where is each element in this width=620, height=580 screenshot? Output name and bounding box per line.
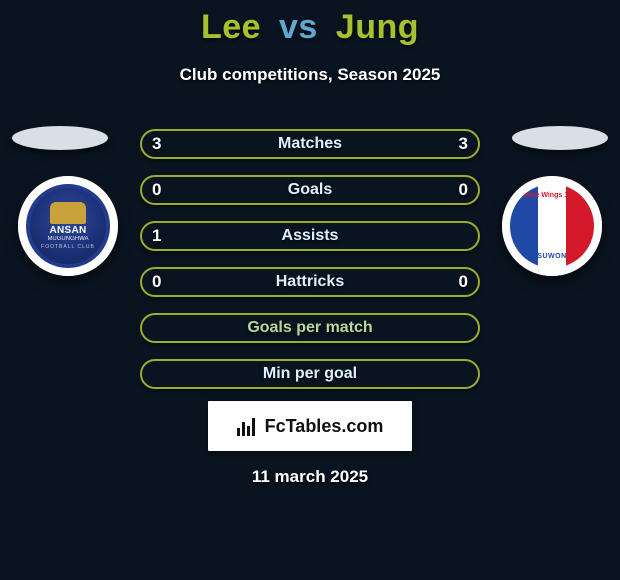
stat-row-min-per-goal: Min per goal [140,359,480,389]
stat-left-value: 0 [152,180,161,200]
club-left-sub: MUGUNGHWA [47,236,88,242]
club-badge-right: Blue Wings 1995 SUWON [502,176,602,276]
player1-head-placeholder [12,126,108,150]
bars-icon [237,416,259,436]
stat-right-value: 0 [459,272,468,292]
date-text: 11 march 2025 [0,467,620,487]
watermark: FcTables.com [208,401,412,451]
stat-label: Min per goal [263,365,357,383]
comparison-title: Lee vs Jung [0,0,620,47]
stripe-1 [510,184,538,268]
stat-row-matches: 3 Matches 3 [140,129,480,159]
stripe-2 [538,184,566,268]
stats-table: 3 Matches 3 0 Goals 0 1 Assists 0 Hattri… [140,129,480,389]
stat-row-goals-per-match: Goals per match [140,313,480,343]
crest-shield-icon [50,202,86,224]
stat-left-value: 1 [152,226,161,246]
player2-head-placeholder [512,126,608,150]
vs-text: vs [279,8,318,46]
stat-left-value: 0 [152,272,161,292]
stat-label: Goals [288,181,332,199]
club-badge-left-inner: ANSAN MUGUNGHWA FOOTBALL CLUB [26,184,110,268]
club-left-name: ANSAN [49,226,86,236]
stat-label: Hattricks [276,273,344,291]
club-badge-right-inner: Blue Wings 1995 SUWON [510,184,594,268]
stat-right-value: 3 [459,134,468,154]
stat-label: Matches [278,135,342,153]
club-badge-left: ANSAN MUGUNGHWA FOOTBALL CLUB [18,176,118,276]
player2-name: Jung [336,8,419,46]
stat-row-hattricks: 0 Hattricks 0 [140,267,480,297]
club-left-arc: FOOTBALL CLUB [41,244,95,250]
stat-label: Goals per match [247,319,372,337]
stripe-3 [566,184,594,268]
watermark-text: FcTables.com [265,416,384,437]
club-right-top: Blue Wings 1995 [510,192,594,199]
stat-right-value: 0 [459,180,468,200]
subtitle: Club competitions, Season 2025 [0,65,620,85]
stat-left-value: 3 [152,134,161,154]
club-right-bottom: SUWON [510,253,594,260]
stat-row-goals: 0 Goals 0 [140,175,480,205]
stat-row-assists: 1 Assists [140,221,480,251]
player1-name: Lee [201,8,261,46]
stat-label: Assists [282,227,339,245]
